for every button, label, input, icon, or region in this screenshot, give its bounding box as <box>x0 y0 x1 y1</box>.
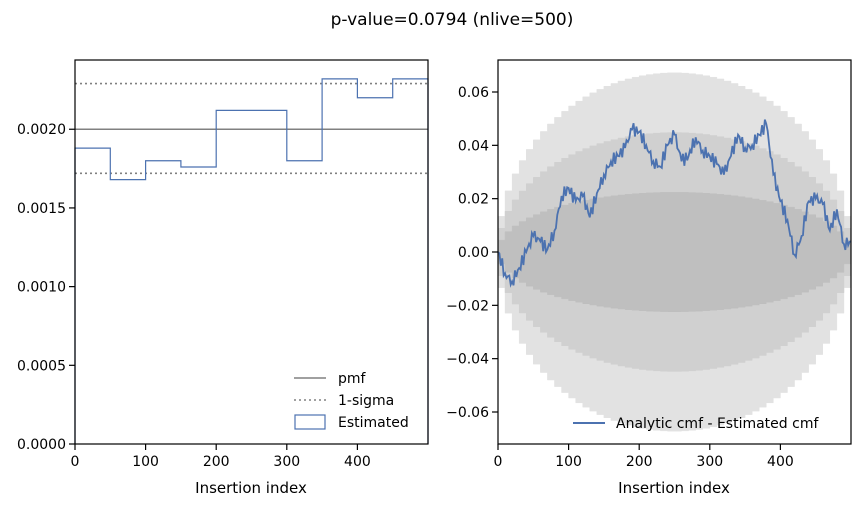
legend-estimated-swatch <box>294 414 326 430</box>
right-x-tick-label: 100 <box>555 454 582 470</box>
legend-sigma-label: 1-sigma <box>338 393 394 409</box>
right-y-tick-label: 0.06 <box>458 85 489 101</box>
right-plot-area <box>497 72 852 432</box>
left-x-tick-label: 200 <box>203 454 230 470</box>
legend-pmf-label: pmf <box>338 371 367 387</box>
left-legend: pmf 1-sigma Estimated <box>294 371 409 431</box>
left-chart: 0 100 200 300 400 0.00000.00050.00100.00150.… <box>17 59 429 497</box>
right-chart: 0 100 200 300 400 −0.06 −0.04 −0.02 0.00 0.02 0.0… <box>446 59 852 497</box>
left-y-tick-label: 0.0005 <box>17 358 66 374</box>
figure-title: p-value=0.0794 (nlive=500) <box>331 10 574 30</box>
right-y-tick-label: −0.02 <box>446 298 489 314</box>
band-1-sigma <box>497 192 852 312</box>
left-y-tick-label: 0.0020 <box>17 122 66 138</box>
right-x-label: Insertion index <box>618 479 730 497</box>
left-y-axis: 0.0000 0.0005 0.0010 0.0015 0.0020 <box>17 122 75 453</box>
right-y-tick-label: 0.04 <box>458 138 489 154</box>
right-x-tick-label: 0 <box>494 454 503 470</box>
left-x-tick-label: 100 <box>132 454 159 470</box>
right-y-tick-label: −0.06 <box>446 405 489 421</box>
right-y-tick-label: 0.00 <box>458 245 489 261</box>
right-x-tick-label: 400 <box>767 454 794 470</box>
cmf-difference-line <box>497 119 852 288</box>
estimated-histogram <box>74 78 429 444</box>
right-y-tick-label: 0.02 <box>458 192 489 208</box>
left-x-tick-label: 400 <box>344 454 371 470</box>
right-x-tick-label: 200 <box>626 454 653 470</box>
right-y-tick-label: −0.04 <box>446 352 489 368</box>
left-x-axis: 0 100 200 300 400 <box>71 444 371 470</box>
left-plot-area <box>74 78 429 444</box>
left-x-tick-label: 300 <box>273 454 300 470</box>
right-axes-frame <box>497 59 852 445</box>
left-y-tick-label: 0.0015 <box>17 201 66 217</box>
left-axes-frame <box>74 59 429 445</box>
left-x-tick-label: 0 <box>71 454 80 470</box>
right-legend: Analytic cmf - Estimated cmf <box>573 416 819 432</box>
right-y-axis: −0.06 −0.04 −0.02 0.00 0.02 0.04 0.06 <box>446 85 498 421</box>
left-y-tick-label: 0.0010 <box>17 280 66 296</box>
right-x-tick-label: 300 <box>696 454 723 470</box>
left-x-label: Insertion index <box>195 479 307 497</box>
left-y-tick-label: 0.0000 <box>17 437 66 453</box>
legend-cmf-diff-label: Analytic cmf - Estimated cmf <box>616 416 819 432</box>
legend-estimated-label: Estimated <box>338 415 409 431</box>
right-x-axis: 0 100 200 300 400 <box>494 444 794 470</box>
